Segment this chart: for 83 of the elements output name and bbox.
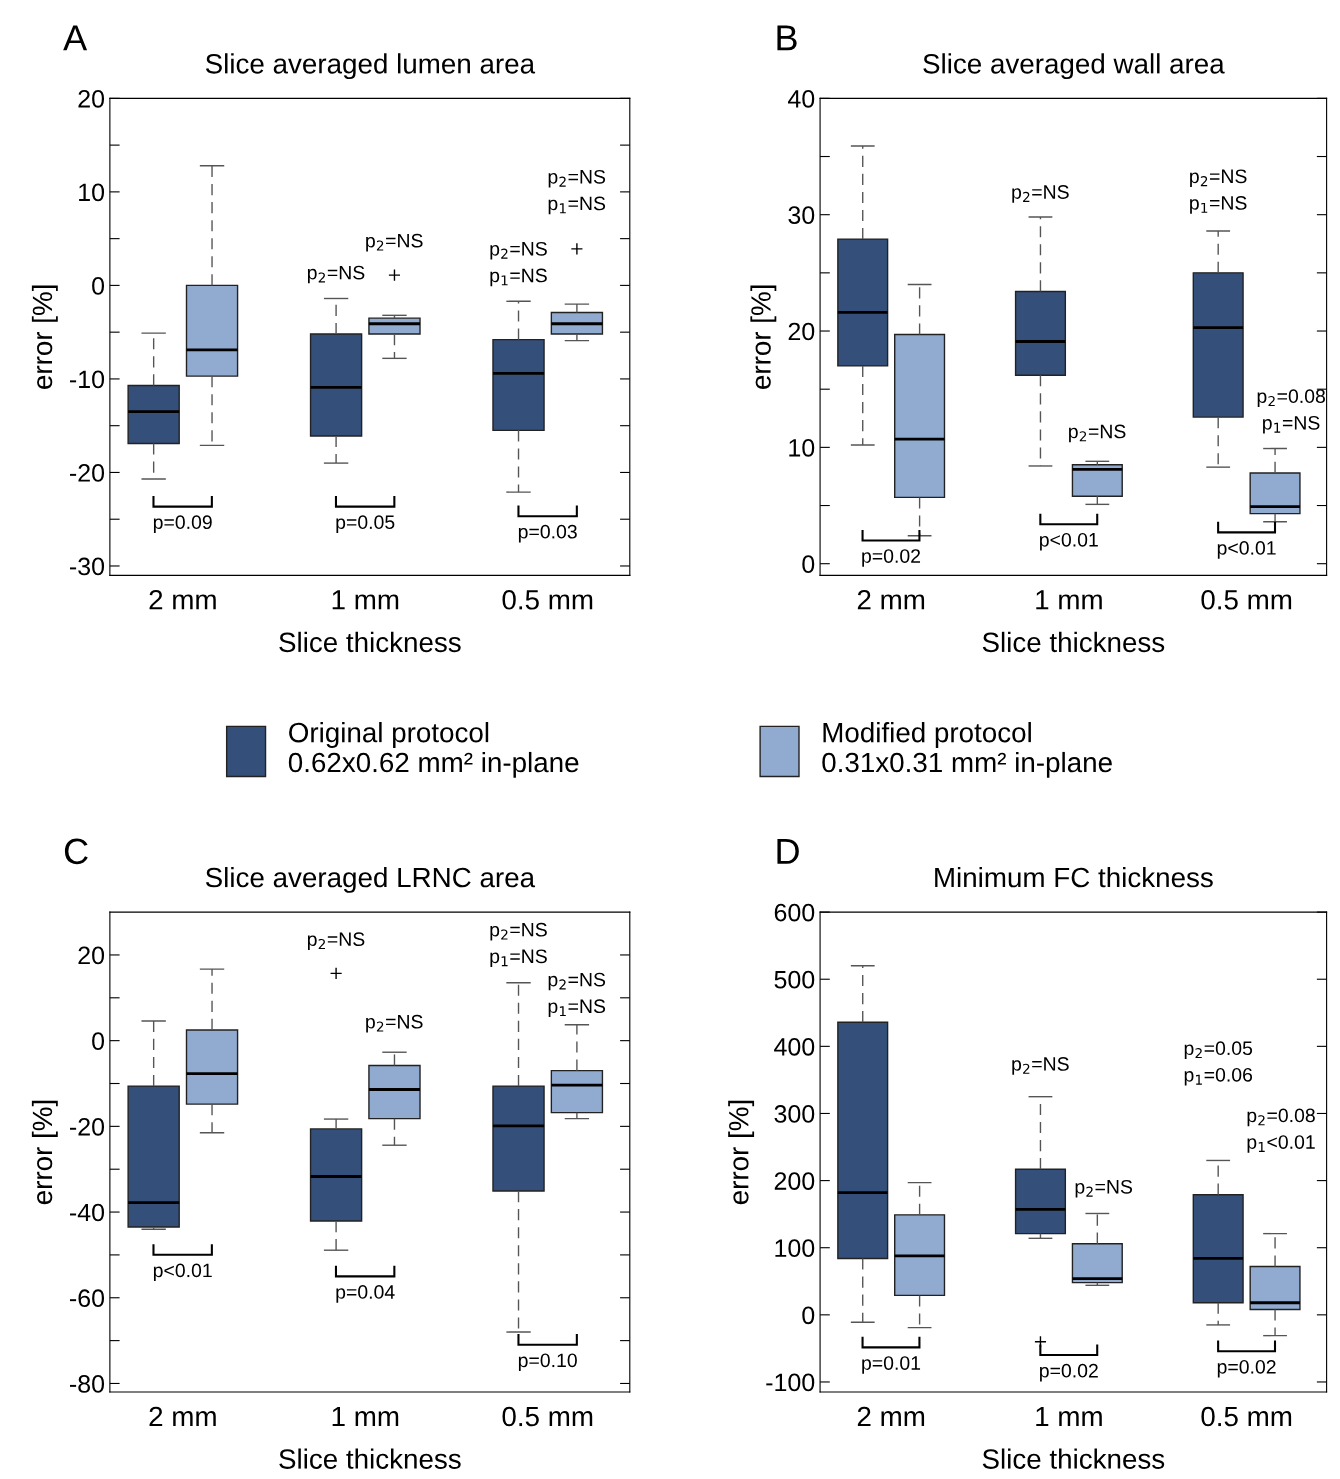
x-tick-label: 1 mm — [1036, 1406, 1102, 1427]
annotation: p$_{2}$=NS p$_{1}$=NS — [490, 241, 547, 287]
y-tick-label: 500 — [774, 970, 815, 989]
y-tick-label: 0 — [802, 555, 815, 573]
x-tick-label: 0.5 mm — [502, 1406, 593, 1427]
x-axis-title: Slice thickness — [279, 631, 461, 653]
annotation: p=0.01 — [862, 1356, 921, 1374]
y-tick-label: 20 — [78, 946, 105, 965]
annotation: p$_{2}$=NS — [1012, 1057, 1069, 1075]
y-tick-label: 20 — [78, 89, 105, 108]
x-tick-label: 2 mm — [149, 1406, 216, 1427]
annotation: p=0.05 — [336, 515, 395, 533]
y-tick-label: -40 — [70, 1203, 105, 1222]
annotation: p=0.10 — [518, 1353, 577, 1372]
annotation: p$_{2}$=NS — [366, 233, 423, 252]
chart-title: Slice averaged LRNC area — [205, 866, 536, 893]
x-tick-label: 2 mm — [149, 589, 216, 610]
annotation: p=0.09 — [153, 515, 212, 533]
y-tick-label: 30 — [788, 206, 815, 224]
annotation: p$_{2}$=NS — [307, 265, 365, 284]
annotation: p$_{2}$=NS — [307, 932, 365, 950]
annotation: p$_{2}$=0.05 p$_{1}$=0.06 — [1184, 1041, 1253, 1086]
y-tick-label: 400 — [774, 1037, 815, 1056]
x-axis-title: Slice thickness — [982, 1448, 1165, 1469]
y-tick-label: 100 — [775, 1239, 815, 1258]
annotation: p<0.01 — [1217, 541, 1276, 559]
y-tick-label: 0 — [802, 1306, 815, 1325]
y-tick-label: 40 — [787, 89, 815, 108]
x-tick-label: 1 mm — [332, 590, 399, 610]
annotation: p$_{2}$=0.08 p$_{1}$=NS — [1257, 389, 1325, 434]
y-tick-label: -80 — [70, 1375, 105, 1393]
annotation: p$_{2}$=NS p$_{1}$=NS — [548, 169, 606, 215]
annotation: p$_{2}$=NS p$_{1}$=NS — [548, 972, 606, 1017]
y-tick-label: -100 — [766, 1373, 815, 1392]
text: B — [777, 25, 797, 51]
annotation: p$_{2}$=NS p$_{1}$=NS — [490, 922, 547, 968]
y-axis-title: error [%] — [728, 1100, 755, 1205]
legend-label: Original protocol 0.62x0.62 mm² in-plane — [288, 722, 579, 778]
annotation: p=0.02 — [862, 549, 921, 567]
x-axis-title: Slice thickness — [279, 1448, 461, 1469]
annotation: p$_{2}$=NS — [1012, 185, 1069, 203]
text: C — [64, 838, 88, 865]
y-tick-label: -20 — [70, 464, 105, 482]
chart-title: Slice averaged wall area — [923, 53, 1225, 80]
legend-label: Modified protocol 0.31x0.31 mm² in-plane — [822, 722, 1112, 778]
x-tick-label: 0.5 mm — [1201, 589, 1292, 610]
chart-title: Minimum FC thickness — [935, 866, 1213, 888]
chart-title: Slice averaged lumen area — [205, 53, 536, 80]
y-tick-label: 600 — [774, 903, 815, 922]
x-tick-label: 2 mm — [857, 589, 925, 610]
y-tick-label: 200 — [774, 1172, 815, 1190]
y-axis-title: error [%] — [750, 285, 777, 389]
y-tick-label: -30 — [70, 557, 105, 576]
annotation: p$_{2}$=NS — [1069, 424, 1126, 443]
y-tick-label: -60 — [70, 1289, 105, 1308]
annotation: p=0.04 — [336, 1285, 395, 1303]
annotation: p$_{2}$=0.08 p$_{1}$<0.01 — [1247, 1108, 1315, 1153]
text: A — [63, 25, 88, 51]
y-tick-label: 20 — [788, 322, 815, 341]
x-tick-label: 0.5 mm — [1201, 1406, 1292, 1427]
annotation: p$_{2}$=NS p$_{1}$=NS — [1190, 169, 1247, 214]
y-tick-label: 300 — [774, 1105, 815, 1123]
annotation: p=0.02 — [1040, 1363, 1098, 1382]
annotation: p$_{2}$=NS — [1075, 1179, 1133, 1198]
y-axis-title: error [%] — [31, 1100, 58, 1205]
annotation: p=0.02 — [1217, 1359, 1276, 1378]
text: D — [777, 838, 799, 864]
y-tick-label: 10 — [789, 438, 815, 457]
annotation: p<0.01 — [1040, 532, 1098, 551]
x-tick-label: 0.5 mm — [502, 589, 593, 610]
y-axis-title: error [%] — [31, 285, 58, 389]
x-tick-label: 1 mm — [332, 1406, 399, 1427]
x-tick-label: 2 mm — [857, 1406, 925, 1427]
x-tick-label: 1 mm — [1036, 590, 1102, 610]
annotation: p$_{2}$=NS — [366, 1014, 423, 1033]
annotation: p<0.01 — [153, 1263, 212, 1282]
y-tick-label: 0 — [92, 277, 105, 295]
y-tick-label: -20 — [70, 1117, 105, 1136]
annotation: p=0.03 — [518, 524, 577, 543]
x-axis-title: Slice thickness — [982, 631, 1165, 653]
y-tick-label: 0 — [92, 1032, 105, 1050]
y-tick-label: -10 — [70, 370, 105, 389]
y-tick-label: 10 — [79, 183, 105, 202]
